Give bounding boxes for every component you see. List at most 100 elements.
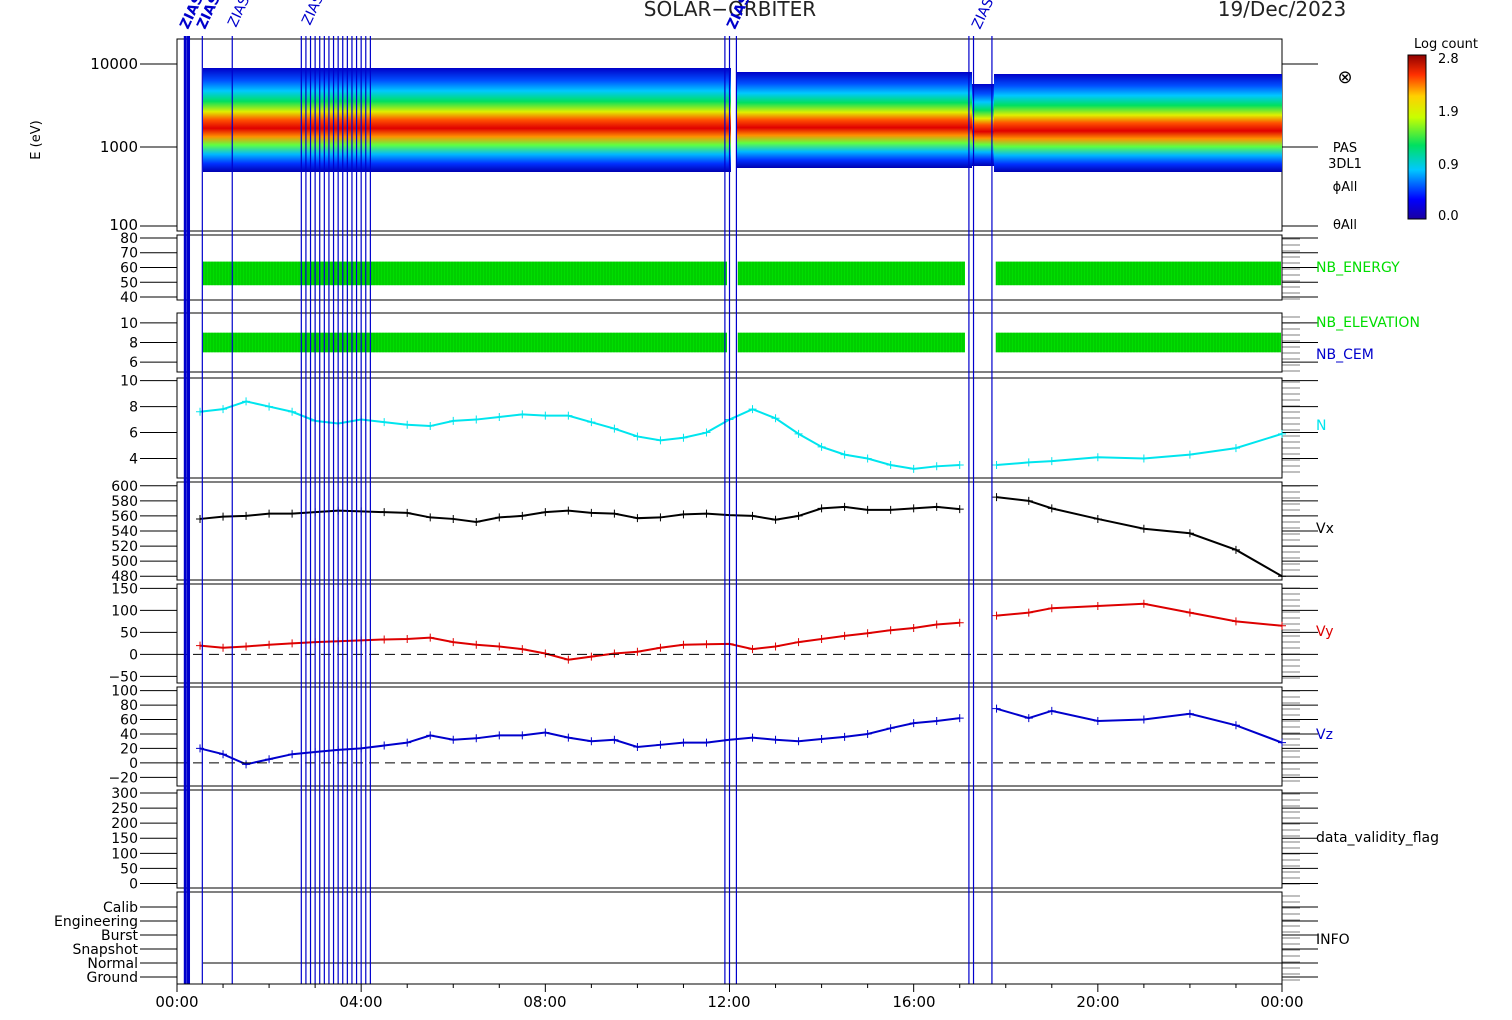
data-point: [1185, 450, 1194, 459]
colorbar-label: Log count: [1414, 37, 1478, 52]
series-label: INFO: [1316, 932, 1350, 948]
data-point: [771, 515, 780, 524]
data-point: [380, 418, 389, 427]
data-point: [886, 724, 895, 733]
y-tick-label: Snapshot: [73, 942, 139, 958]
data-point: [1047, 457, 1056, 466]
data-point: [1047, 504, 1056, 513]
data-point: [564, 411, 573, 420]
data-point: [794, 638, 803, 647]
energy-tick-label: 1000: [100, 138, 138, 156]
y-tick-label: 50: [120, 861, 138, 877]
data-point: [863, 729, 872, 738]
data-point: [403, 508, 412, 517]
data-point: [1047, 604, 1056, 613]
series-line: [199, 505, 960, 523]
data-point: [932, 620, 941, 629]
data-point: [610, 509, 619, 518]
y-tick-label: 80: [120, 231, 138, 247]
y-tick-label: 50: [120, 625, 138, 641]
series-label: NB_ELEVATION: [1316, 315, 1420, 331]
data-point: [541, 728, 550, 737]
y-tick-label: 500: [111, 554, 138, 570]
y-tick-label: 300: [111, 786, 138, 802]
data-point: [633, 514, 642, 523]
data-point: [794, 737, 803, 746]
data-point: [472, 517, 481, 526]
data-point: [679, 738, 688, 747]
data-point: [449, 514, 458, 523]
spectrogram-fill-2: [736, 72, 972, 168]
data-point: [817, 442, 826, 451]
y-tick-label: 480: [111, 569, 138, 585]
data-point: [633, 647, 642, 656]
data-point: [886, 505, 895, 514]
data-point: [518, 511, 527, 520]
data-point: [1093, 602, 1102, 610]
spectrogram-label: PAS: [1333, 141, 1357, 156]
spectrogram-label: θAll: [1333, 218, 1357, 233]
y-tick-label: 60: [120, 261, 138, 277]
data-point: [1185, 709, 1194, 718]
series-label: N: [1316, 418, 1326, 434]
data-point: [587, 652, 596, 661]
mission-title: SOLAR−ORBITER: [644, 0, 816, 21]
data-point: [587, 508, 596, 517]
data-point: [495, 642, 504, 651]
y-tick-label: −20: [108, 770, 138, 786]
y-tick-label: 6: [129, 426, 138, 442]
data-point: [242, 397, 251, 406]
data-point: [1139, 524, 1148, 533]
data-point: [610, 735, 619, 744]
sym-marker: ⊗: [1337, 67, 1352, 88]
data-point: [656, 436, 665, 445]
colorbar-tick: 0.0: [1438, 209, 1459, 224]
data-point: [1139, 715, 1148, 724]
data-point: [449, 735, 458, 744]
data-point: [541, 649, 550, 658]
data-point: [1278, 429, 1286, 438]
data-point: [955, 505, 964, 514]
data-point: [817, 635, 826, 643]
series-label: NB_ENERGY: [1316, 260, 1400, 276]
energy-tick-label: 10000: [90, 55, 138, 73]
series-line: [199, 400, 960, 470]
y-tick-label: 100: [111, 684, 138, 700]
energy-tick-label: 100: [109, 216, 138, 234]
data-point: [219, 750, 228, 759]
data-point: [863, 454, 872, 463]
data-point: [992, 493, 1001, 502]
y-tick-label: Engineering: [54, 914, 138, 930]
data-point: [748, 645, 757, 654]
series-line: [199, 621, 960, 661]
y-tick-label: Ground: [87, 970, 139, 986]
y-tick-label: 150: [111, 831, 138, 847]
data-point: [403, 635, 412, 643]
data-point: [702, 738, 711, 747]
data-point: [288, 750, 297, 759]
data-point: [817, 504, 826, 513]
data-point: [564, 506, 573, 515]
data-point: [380, 635, 389, 644]
y-tick-label: 80: [120, 698, 138, 714]
y-tick-label: 6: [129, 355, 138, 371]
data-point: [679, 640, 688, 649]
y-tick-label: 20: [120, 741, 138, 757]
data-point: [1093, 514, 1102, 523]
spectrogram-label: 3DL1: [1328, 157, 1362, 172]
event-label: ZIAS: [299, 0, 327, 28]
data-point: [242, 511, 251, 520]
bar-block: [996, 332, 1281, 353]
data-point: [1278, 738, 1286, 747]
data-point: [564, 733, 573, 742]
y-tick-label: Normal: [87, 956, 138, 972]
data-point: [610, 424, 619, 433]
spectrogram-fill-1: [203, 68, 731, 172]
data-point: [840, 450, 849, 459]
data-point: [1185, 608, 1194, 617]
time-tick-label: 00:00: [155, 993, 198, 1011]
colorbar: Log count 2.8 1.9 0.9 0.0: [1407, 37, 1478, 224]
bar-block: [738, 261, 965, 286]
data-point: [863, 505, 872, 514]
y-tick-label: 520: [111, 539, 138, 555]
